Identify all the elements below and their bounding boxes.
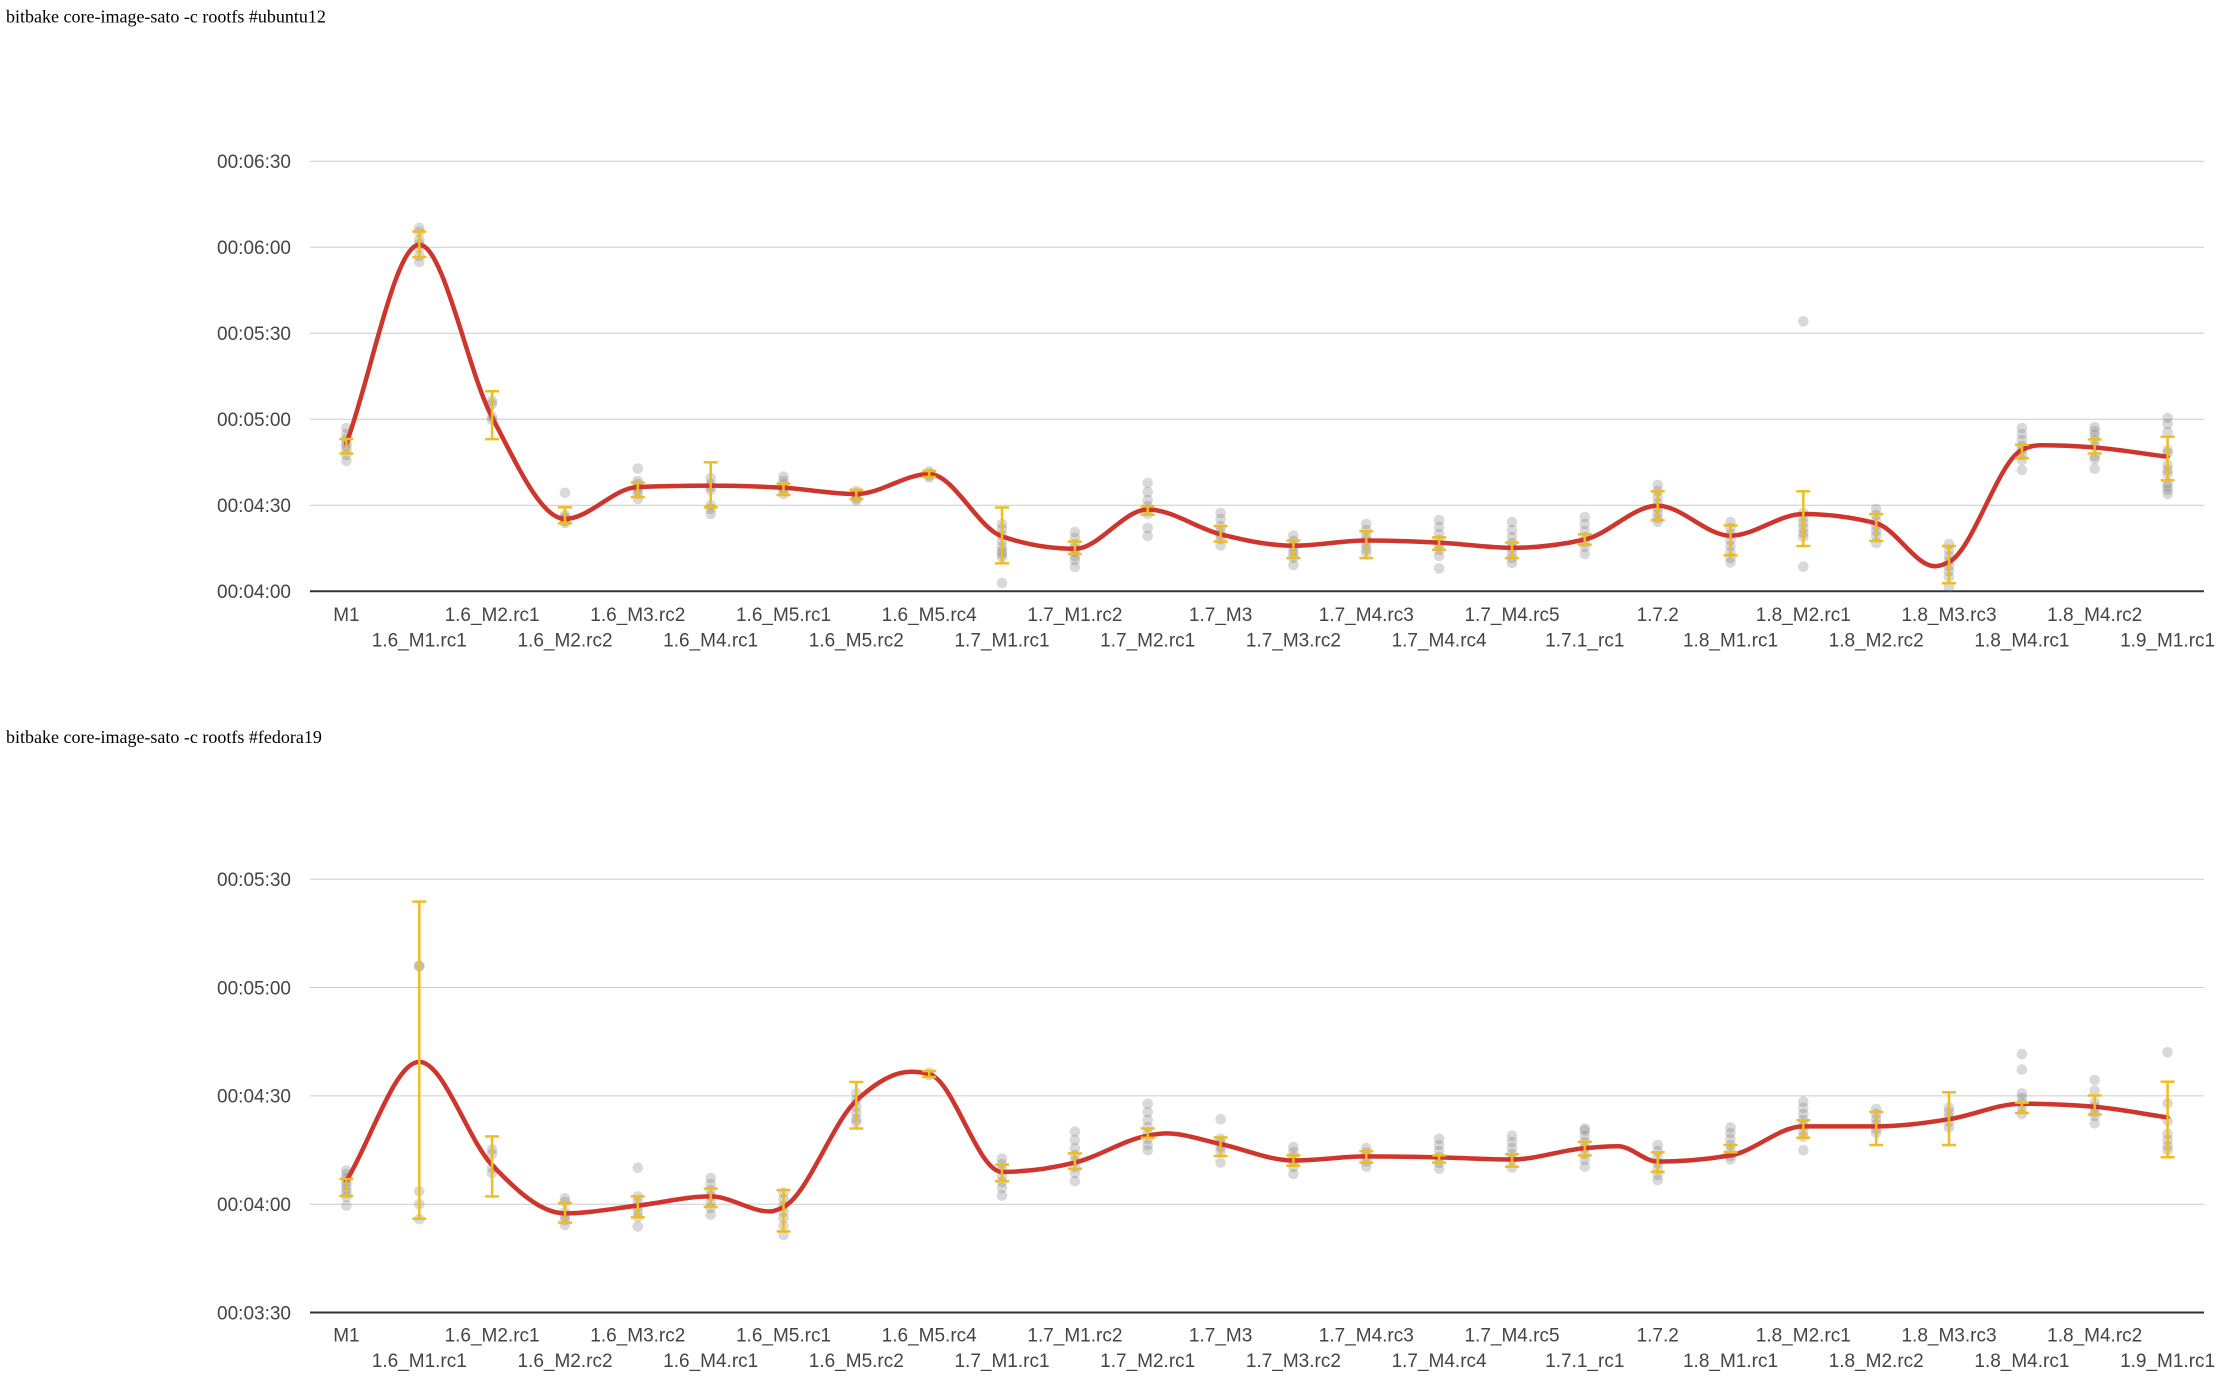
svg-text:00:05:00: 00:05:00 [217, 978, 291, 999]
svg-text:00:04:00: 00:04:00 [217, 582, 291, 603]
svg-text:1.6_M2.rc2: 1.6_M2.rc2 [517, 630, 612, 651]
svg-text:1.7_M4.rc5: 1.7_M4.rc5 [1464, 605, 1559, 626]
svg-text:1.7_M1.rc2: 1.7_M1.rc2 [1027, 1326, 1122, 1347]
svg-text:1.7_M3: 1.7_M3 [1189, 605, 1252, 626]
svg-text:1.7_M3: 1.7_M3 [1189, 1326, 1252, 1347]
svg-text:1.8_M2.rc2: 1.8_M2.rc2 [1829, 1351, 1924, 1372]
svg-text:1.6_M5.rc4: 1.6_M5.rc4 [882, 605, 977, 626]
svg-text:00:05:30: 00:05:30 [217, 870, 291, 891]
svg-text:1.6_M1.rc1: 1.6_M1.rc1 [372, 1351, 467, 1372]
svg-text:1.8_M3.rc3: 1.8_M3.rc3 [1901, 1326, 1996, 1347]
svg-text:1.8_M2.rc1: 1.8_M2.rc1 [1756, 1326, 1851, 1347]
svg-text:1.7.2: 1.7.2 [1637, 1326, 1679, 1347]
svg-text:1.6_M4.rc1: 1.6_M4.rc1 [663, 630, 758, 651]
svg-text:1.7_M4.rc3: 1.7_M4.rc3 [1319, 1326, 1414, 1347]
svg-text:1.6_M5.rc2: 1.6_M5.rc2 [809, 630, 904, 651]
svg-text:1.9_M1.rc1: 1.9_M1.rc1 [2120, 630, 2215, 651]
svg-text:M1: M1 [333, 605, 359, 626]
svg-text:00:06:00: 00:06:00 [217, 238, 291, 259]
svg-text:1.9_M1.rc1: 1.9_M1.rc1 [2120, 1351, 2215, 1372]
svg-text:1.7_M1.rc1: 1.7_M1.rc1 [954, 1351, 1049, 1372]
svg-text:1.7_M4.rc4: 1.7_M4.rc4 [1392, 630, 1487, 651]
svg-text:1.6_M2.rc1: 1.6_M2.rc1 [445, 605, 540, 626]
svg-text:1.7_M4.rc3: 1.7_M4.rc3 [1319, 605, 1414, 626]
svg-text:1.7_M3.rc2: 1.7_M3.rc2 [1246, 1351, 1341, 1372]
svg-text:1.7_M3.rc2: 1.7_M3.rc2 [1246, 630, 1341, 651]
svg-text:00:04:30: 00:04:30 [217, 1087, 291, 1108]
svg-text:1.7_M4.rc5: 1.7_M4.rc5 [1464, 1326, 1559, 1347]
svg-text:1.7.2: 1.7.2 [1637, 605, 1679, 626]
svg-text:1.8_M3.rc3: 1.8_M3.rc3 [1901, 605, 1996, 626]
svg-text:1.8_M4.rc2: 1.8_M4.rc2 [2047, 605, 2142, 626]
svg-text:00:05:00: 00:05:00 [217, 410, 291, 431]
svg-text:1.8_M4.rc2: 1.8_M4.rc2 [2047, 1326, 2142, 1347]
svg-text:1.6_M5.rc1: 1.6_M5.rc1 [736, 1326, 831, 1347]
svg-text:00:06:30: 00:06:30 [217, 152, 291, 173]
svg-text:M1: M1 [333, 1326, 359, 1347]
svg-text:1.7.1_rc1: 1.7.1_rc1 [1545, 630, 1624, 651]
svg-text:1.7_M1.rc2: 1.7_M1.rc2 [1027, 605, 1122, 626]
svg-text:00:03:30: 00:03:30 [217, 1303, 291, 1324]
svg-text:1.6_M5.rc4: 1.6_M5.rc4 [882, 1326, 977, 1347]
svg-text:1.6_M3.rc2: 1.6_M3.rc2 [590, 1326, 685, 1347]
svg-text:1.6_M4.rc1: 1.6_M4.rc1 [663, 1351, 758, 1372]
svg-text:1.8_M1.rc1: 1.8_M1.rc1 [1683, 630, 1778, 651]
svg-text:00:05:30: 00:05:30 [217, 324, 291, 345]
svg-text:00:04:00: 00:04:00 [217, 1195, 291, 1216]
svg-text:1.6_M5.rc1: 1.6_M5.rc1 [736, 605, 831, 626]
svg-text:1.6_M3.rc2: 1.6_M3.rc2 [590, 605, 685, 626]
svg-text:1.8_M1.rc1: 1.8_M1.rc1 [1683, 1351, 1778, 1372]
svg-text:1.7_M1.rc1: 1.7_M1.rc1 [954, 630, 1049, 651]
svg-text:1.6_M1.rc1: 1.6_M1.rc1 [372, 630, 467, 651]
svg-text:00:04:30: 00:04:30 [217, 496, 291, 517]
svg-text:1.8_M4.rc1: 1.8_M4.rc1 [1974, 630, 2069, 651]
svg-text:bitbake core-image-sato -c roo: bitbake core-image-sato -c rootfs #ubunt… [6, 6, 326, 26]
svg-text:1.8_M2.rc2: 1.8_M2.rc2 [1829, 630, 1924, 651]
svg-text:1.7_M2.rc1: 1.7_M2.rc1 [1100, 630, 1195, 651]
svg-text:bitbake core-image-sato -c roo: bitbake core-image-sato -c rootfs #fedor… [6, 727, 322, 747]
svg-text:1.6_M2.rc2: 1.6_M2.rc2 [517, 1351, 612, 1372]
svg-text:1.6_M5.rc2: 1.6_M5.rc2 [809, 1351, 904, 1372]
svg-text:1.8_M4.rc1: 1.8_M4.rc1 [1974, 1351, 2069, 1372]
svg-text:1.7_M2.rc1: 1.7_M2.rc1 [1100, 1351, 1195, 1372]
svg-text:1.8_M2.rc1: 1.8_M2.rc1 [1756, 605, 1851, 626]
svg-text:1.7.1_rc1: 1.7.1_rc1 [1545, 1351, 1624, 1372]
svg-text:1.6_M2.rc1: 1.6_M2.rc1 [445, 1326, 540, 1347]
svg-text:1.7_M4.rc4: 1.7_M4.rc4 [1392, 1351, 1487, 1372]
